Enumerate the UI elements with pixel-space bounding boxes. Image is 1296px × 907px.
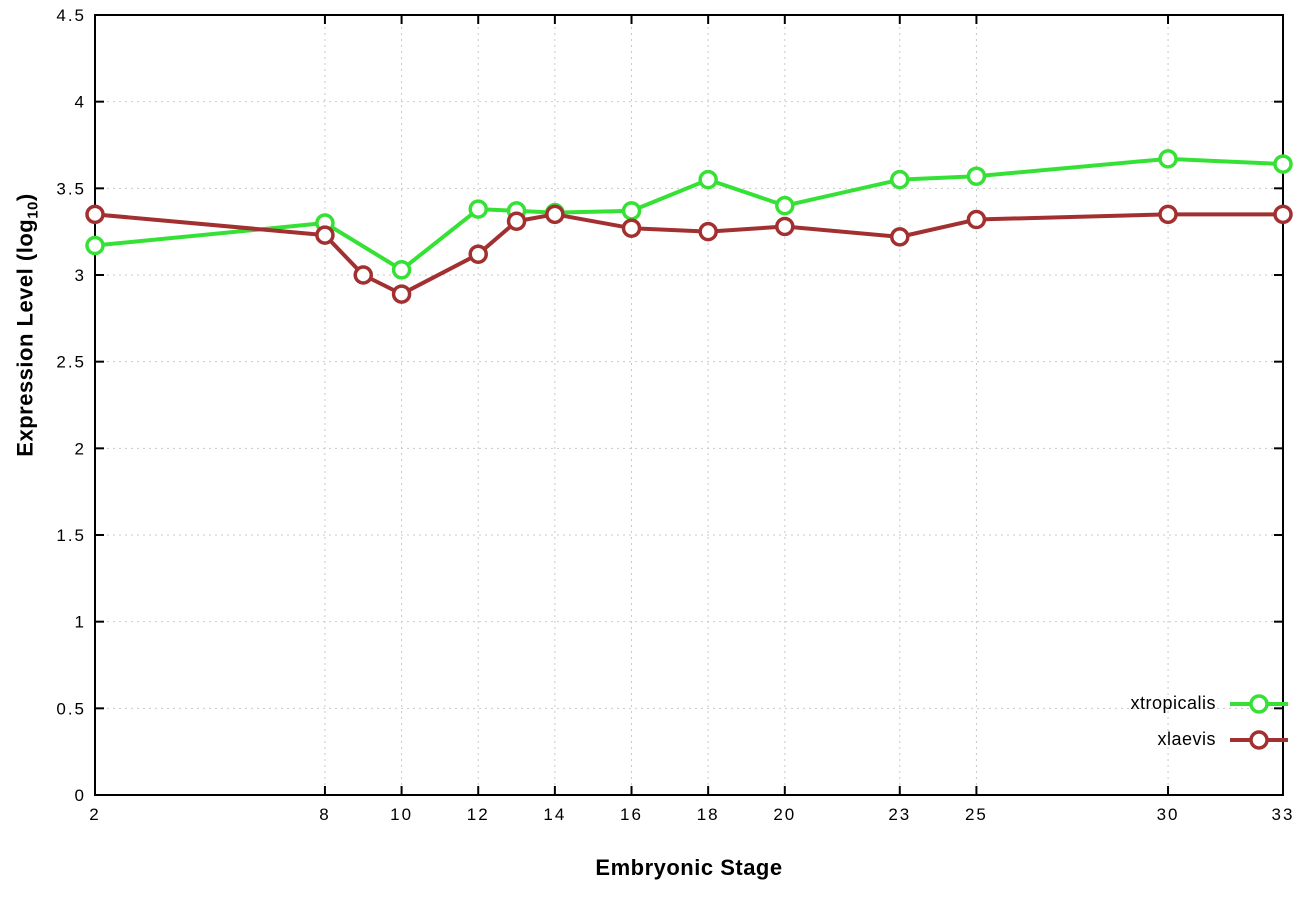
- data-point-xtropicalis: [1158, 149, 1178, 169]
- y-axis-title-subscript: 10: [24, 201, 42, 219]
- legend-label-xtropicalis: xtropicalis: [1130, 693, 1216, 713]
- x-tick-label: 33: [1272, 805, 1295, 824]
- y-tick-label: 3.5: [56, 179, 86, 198]
- legend: xtropicalis xlaevis: [1130, 688, 1290, 760]
- data-point-xtropicalis: [1273, 154, 1293, 174]
- y-axis-title-text: Expression Level (log: [12, 218, 38, 457]
- y-axis-title-close: ): [12, 193, 38, 202]
- data-point-xlaevis: [353, 265, 374, 285]
- legend-item-xtropicalis: xtropicalis: [1130, 688, 1290, 719]
- y-tick-label: 3: [75, 266, 86, 285]
- x-tick-label: 18: [697, 805, 720, 824]
- plot-border: [94, 14, 1284, 796]
- data-point-xtropicalis: [698, 169, 718, 190]
- data-point-xtropicalis: [966, 166, 987, 186]
- legend-label-xlaevis: xlaevis: [1157, 729, 1216, 749]
- x-tick-label: 2: [89, 805, 100, 824]
- data-point-xtropicalis: [890, 169, 910, 190]
- legend-marker-xtropicalis: [1230, 693, 1288, 714]
- data-point-xlaevis: [468, 244, 488, 264]
- data-point-xlaevis: [1273, 204, 1293, 225]
- data-point-xtropicalis: [621, 201, 642, 221]
- legend-marker-xlaevis: [1230, 729, 1288, 750]
- y-tick-label: 1.5: [56, 526, 86, 545]
- y-tick-label: 4.5: [56, 6, 86, 25]
- data-point-xlaevis: [966, 209, 987, 230]
- data-point-xlaevis: [621, 218, 642, 238]
- y-axis-title: Expression Level (log10): [12, 193, 41, 456]
- x-tick-label: 14: [543, 805, 566, 824]
- y-tick-label: 1: [75, 613, 86, 632]
- data-point-xlaevis: [545, 204, 565, 225]
- x-tick-label: 10: [390, 805, 413, 824]
- data-point-xtropicalis: [468, 199, 488, 219]
- y-tick-label: 4: [75, 93, 86, 112]
- y-tick-label: 0.5: [56, 699, 86, 718]
- data-point-xlaevis: [85, 204, 105, 225]
- data-point-xlaevis: [1158, 204, 1178, 225]
- legend-item-xlaevis: xlaevis: [1130, 724, 1290, 755]
- x-axis-title: Embryonic Stage: [595, 855, 783, 880]
- data-point-xlaevis: [890, 227, 910, 247]
- x-tick-label: 12: [467, 805, 490, 824]
- data-point-xlaevis: [391, 284, 412, 304]
- y-tick-label: 2: [75, 439, 86, 458]
- x-tick-label: 16: [620, 805, 643, 824]
- x-tick-label: 8: [319, 805, 330, 824]
- x-tick-label: 23: [888, 805, 911, 824]
- y-tick-label: 0: [75, 786, 86, 805]
- data-point-xlaevis: [506, 211, 527, 232]
- data-point-xtropicalis: [391, 260, 412, 280]
- x-tick-label: 25: [965, 805, 988, 824]
- x-tick-label: 20: [773, 805, 796, 824]
- data-point-xlaevis: [698, 221, 718, 242]
- data-point-xlaevis: [775, 216, 795, 237]
- x-tick-label: 30: [1157, 805, 1180, 824]
- data-point-xtropicalis: [85, 235, 105, 256]
- y-tick-label: 2.5: [56, 353, 86, 372]
- data-point-xtropicalis: [775, 195, 795, 216]
- data-point-xlaevis: [315, 225, 335, 245]
